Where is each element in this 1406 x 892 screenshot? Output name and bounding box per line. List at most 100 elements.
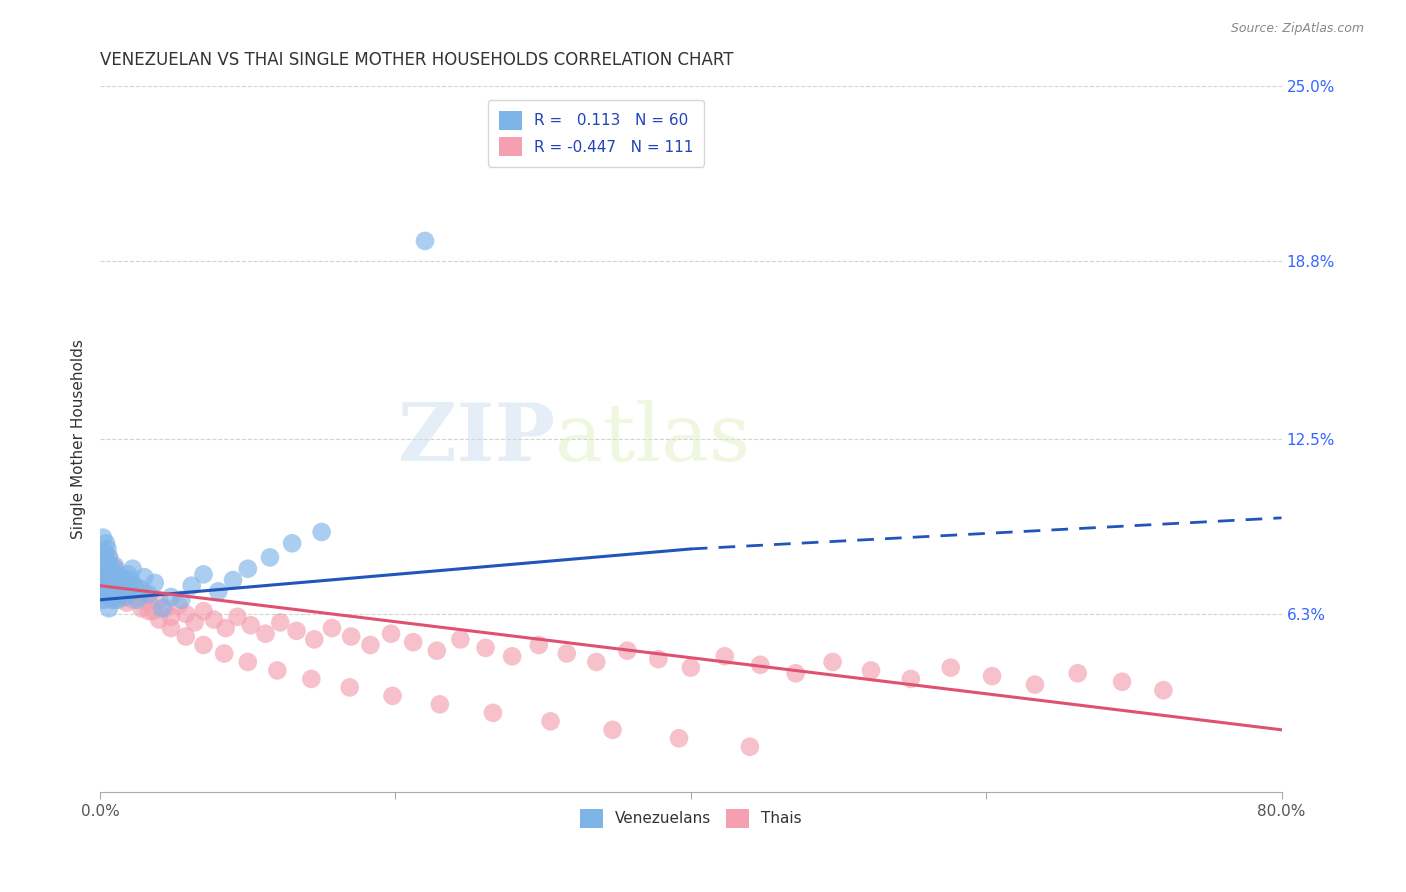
Point (93, 579, 115, 593)
Point (98, 579, 121, 593)
Point (180, 579, 202, 593)
Point (207, 584, 229, 599)
Point (413, 234, 436, 248)
Point (167, 599, 190, 613)
Point (90, 582, 112, 596)
Point (131, 601, 153, 615)
Point (114, 579, 136, 593)
Point (153, 601, 176, 615)
Point (105, 567, 128, 582)
Point (668, 731, 690, 746)
Point (100, 570, 122, 584)
Point (359, 638, 381, 652)
Point (103, 592, 125, 607)
Point (104, 562, 127, 576)
Point (339, 681, 361, 695)
Point (121, 562, 143, 576)
Point (98, 550, 121, 565)
Point (103, 573, 125, 587)
Point (269, 615, 291, 630)
Point (555, 647, 578, 661)
Point (100, 587, 122, 601)
Point (90, 582, 112, 596)
Point (108, 584, 131, 599)
Point (150, 601, 173, 615)
Point (236, 655, 259, 669)
Point (101, 592, 124, 607)
Point (117, 575, 139, 590)
Point (1111, 674, 1133, 689)
Point (222, 573, 245, 587)
Point (527, 638, 550, 652)
Point (91, 565, 114, 579)
Point (193, 604, 215, 618)
Point (104, 579, 127, 593)
Point (449, 632, 471, 647)
Point (214, 621, 236, 635)
Point (105, 570, 128, 584)
Point (1152, 683, 1174, 698)
Point (900, 672, 922, 686)
Point (101, 567, 124, 582)
Point (91, 592, 114, 607)
Point (108, 582, 131, 596)
Point (104, 575, 127, 590)
Point (93, 587, 115, 601)
Point (104, 562, 127, 576)
Point (602, 723, 624, 737)
Point (285, 624, 308, 638)
Point (482, 706, 505, 720)
Point (94, 565, 117, 579)
Point (111, 582, 134, 596)
Point (93, 545, 115, 559)
Text: Source: ZipAtlas.com: Source: ZipAtlas.com (1230, 22, 1364, 36)
Text: ZIP: ZIP (398, 400, 555, 478)
Point (299, 672, 322, 686)
Point (738, 739, 761, 754)
Point (254, 626, 277, 640)
Point (90, 573, 112, 587)
Point (981, 669, 1004, 683)
Point (321, 621, 343, 635)
Point (118, 584, 141, 599)
Point (110, 573, 132, 587)
Point (103, 582, 125, 596)
Point (381, 689, 404, 703)
Point (859, 664, 882, 678)
Point (115, 587, 138, 601)
Point (402, 635, 425, 649)
Point (101, 573, 124, 587)
Point (112, 590, 135, 604)
Point (98, 562, 121, 576)
Point (120, 573, 142, 587)
Point (94, 553, 117, 567)
Point (100, 558, 122, 573)
Point (148, 592, 170, 607)
Point (98, 601, 121, 615)
Point (101, 575, 124, 590)
Point (501, 649, 523, 664)
Point (107, 579, 129, 593)
Point (96, 541, 118, 556)
Point (174, 607, 197, 621)
Text: VENEZUELAN VS THAI SINGLE MOTHER HOUSEHOLDS CORRELATION CHART: VENEZUELAN VS THAI SINGLE MOTHER HOUSEHO… (100, 51, 734, 69)
Point (939, 660, 962, 674)
Point (98, 562, 121, 576)
Point (540, 714, 562, 729)
Point (125, 592, 148, 607)
Point (91, 531, 114, 545)
Point (311, 524, 333, 539)
Point (160, 590, 183, 604)
Point (96, 570, 118, 584)
Point (100, 565, 122, 579)
Legend: Venezuelans, Thais: Venezuelans, Thais (574, 803, 808, 834)
Point (101, 582, 124, 596)
Point (93, 553, 115, 567)
Point (96, 584, 118, 599)
Point (93, 570, 115, 584)
Point (94, 558, 117, 573)
Point (115, 596, 138, 610)
Point (426, 643, 449, 657)
Point (128, 590, 150, 604)
Point (160, 621, 183, 635)
